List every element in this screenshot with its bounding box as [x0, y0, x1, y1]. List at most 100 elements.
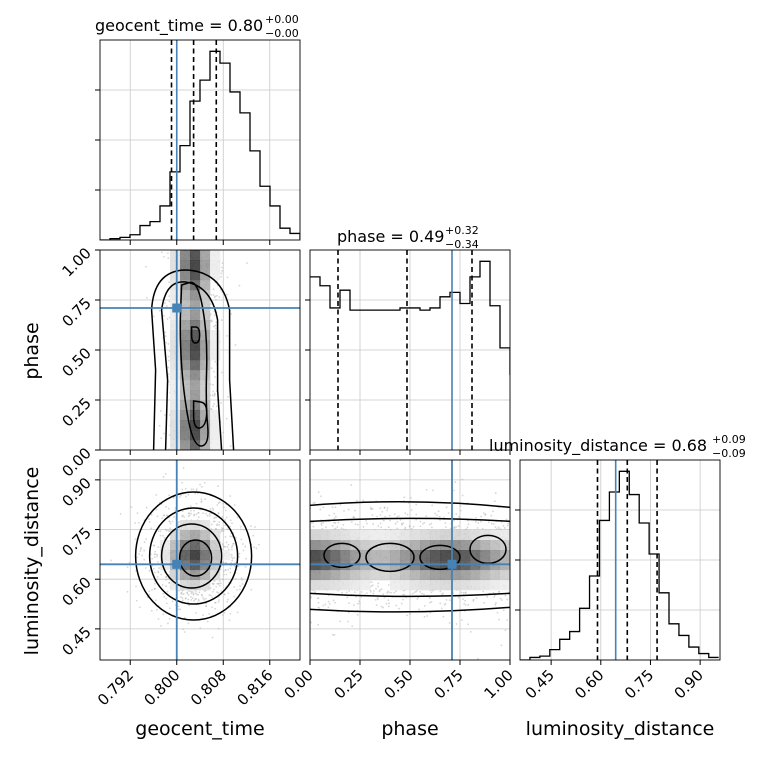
- scatter-point: [221, 578, 224, 581]
- scatter-point: [224, 545, 227, 548]
- scatter-point: [490, 522, 493, 525]
- scatter-point: [190, 488, 193, 491]
- scatter-point: [156, 576, 159, 578]
- scatter-point: [498, 590, 501, 593]
- scatter-point: [506, 619, 509, 621]
- density-cell: [200, 270, 211, 281]
- scatter-point: [201, 593, 203, 596]
- density-cell: [320, 580, 331, 591]
- density-cell: [190, 270, 201, 281]
- scatter-point: [333, 634, 336, 636]
- scatter-point: [194, 612, 197, 614]
- scatter-point: [395, 604, 398, 607]
- scatter-point: [185, 495, 187, 498]
- scatter-point: [212, 405, 215, 408]
- scatter-point: [354, 523, 357, 526]
- density-cell: [450, 580, 461, 591]
- scatter-point: [222, 561, 225, 564]
- scatter-point: [173, 515, 176, 518]
- scatter-point: [136, 556, 138, 559]
- scatter-point: [404, 512, 407, 515]
- density-cell: [380, 530, 391, 541]
- scatter-point: [168, 494, 171, 497]
- density-cell: [190, 320, 201, 331]
- density-cell: [360, 530, 371, 541]
- scatter-point: [439, 602, 442, 605]
- scatter-point: [345, 591, 348, 594]
- scatter-point: [221, 614, 224, 616]
- scatter-point: [233, 595, 236, 598]
- scatter-point: [160, 624, 162, 627]
- scatter-point: [462, 591, 465, 594]
- scatter-point: [168, 295, 171, 298]
- scatter-point: [198, 591, 201, 594]
- scatter-point: [467, 623, 470, 626]
- scatter-point: [183, 616, 186, 619]
- scatter-point: [482, 590, 485, 593]
- density-cell: [170, 380, 181, 391]
- scatter-point: [463, 602, 466, 605]
- scatter-point: [378, 590, 381, 593]
- scatter-point: [236, 589, 238, 591]
- scatter-point: [160, 251, 163, 254]
- contour: [179, 281, 209, 447]
- scatter-point: [396, 521, 399, 523]
- scatter-point: [165, 585, 168, 588]
- scatter-point: [426, 615, 429, 617]
- scatter-point: [421, 592, 423, 595]
- density-cell: [180, 370, 191, 381]
- scatter-point: [206, 514, 209, 517]
- scatter-point: [225, 516, 228, 519]
- scatter-point: [200, 500, 203, 503]
- scatter-point: [155, 553, 157, 556]
- scatter-point: [194, 590, 197, 593]
- scatter-point: [406, 614, 408, 617]
- scatter-point: [208, 514, 211, 517]
- scatter-point: [231, 544, 234, 547]
- scatter-point: [213, 325, 215, 328]
- scatter-point: [166, 590, 169, 593]
- density-cell: [370, 530, 381, 541]
- density-cell: [390, 540, 401, 551]
- contour: [310, 517, 510, 523]
- density-cell: [200, 310, 211, 321]
- contour: [178, 539, 213, 577]
- scatter-point: [212, 383, 214, 386]
- scatter-point: [179, 596, 182, 599]
- scatter-point: [387, 605, 390, 608]
- scatter-point: [233, 556, 236, 559]
- scatter-point: [209, 594, 212, 597]
- density-cell: [490, 540, 501, 551]
- scatter-point: [224, 524, 227, 527]
- density-cell: [340, 570, 351, 581]
- scatter-point: [168, 380, 170, 383]
- scatter-point: [241, 578, 244, 581]
- scatter-point: [319, 508, 322, 511]
- histogram-geocent_time: [100, 50, 300, 240]
- scatter-point: [190, 598, 193, 601]
- scatter-point: [322, 506, 325, 509]
- density-cell: [170, 270, 181, 281]
- scatter-point: [393, 591, 396, 594]
- scatter-point: [337, 521, 340, 524]
- scatter-point: [167, 252, 169, 255]
- scatter-point: [347, 620, 349, 623]
- scatter-point: [340, 527, 343, 530]
- scatter-point: [239, 588, 241, 591]
- scatter-point: [163, 537, 166, 539]
- scatter-point: [167, 359, 170, 362]
- scatter-point: [162, 476, 165, 478]
- scatter-point: [492, 591, 495, 594]
- density-cell: [400, 550, 411, 561]
- scatter-point: [177, 524, 180, 526]
- density-cell: [420, 540, 431, 551]
- scatter-point: [458, 515, 461, 518]
- scatter-point: [444, 521, 447, 524]
- line-layer: [95, 39, 721, 665]
- contour: [310, 592, 510, 598]
- scatter-point: [214, 324, 217, 327]
- scatter-point: [162, 613, 165, 616]
- density-cell: [460, 580, 471, 591]
- scatter-point: [168, 300, 171, 303]
- density-cell: [190, 440, 201, 450]
